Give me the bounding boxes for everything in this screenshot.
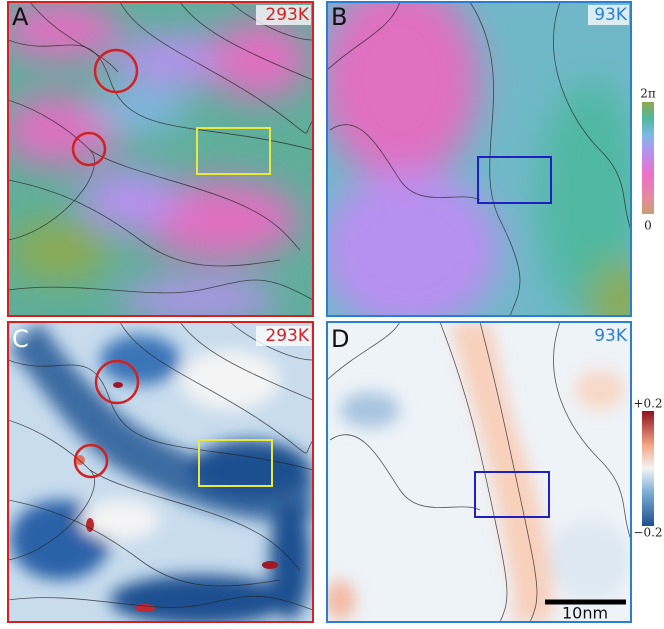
temperature: 293K [265, 326, 309, 346]
colorbar [642, 102, 654, 214]
colorbar-min: 0 [644, 219, 652, 233]
colorbar-max: +0.2 [633, 397, 662, 411]
panel-label: A [12, 3, 29, 31]
colorbar [642, 411, 654, 526]
panel-a-map [0, 0, 313, 320]
scale-bar-label: 10nm [562, 604, 608, 623]
temperature: 93K [594, 5, 628, 25]
temperature: 93K [594, 326, 628, 346]
panel-c-map [8, 322, 313, 625]
temperature: 293K [265, 5, 309, 25]
panel-b-map [320, 0, 650, 340]
colorbar-min: −0.2 [633, 526, 662, 540]
panel-label: C [12, 325, 29, 353]
colorbar-max: 2π [640, 87, 656, 101]
panel-label: B [331, 3, 347, 31]
panel-label: D [331, 325, 349, 353]
figure: A 293K B 93K 2π 0 [0, 0, 664, 625]
